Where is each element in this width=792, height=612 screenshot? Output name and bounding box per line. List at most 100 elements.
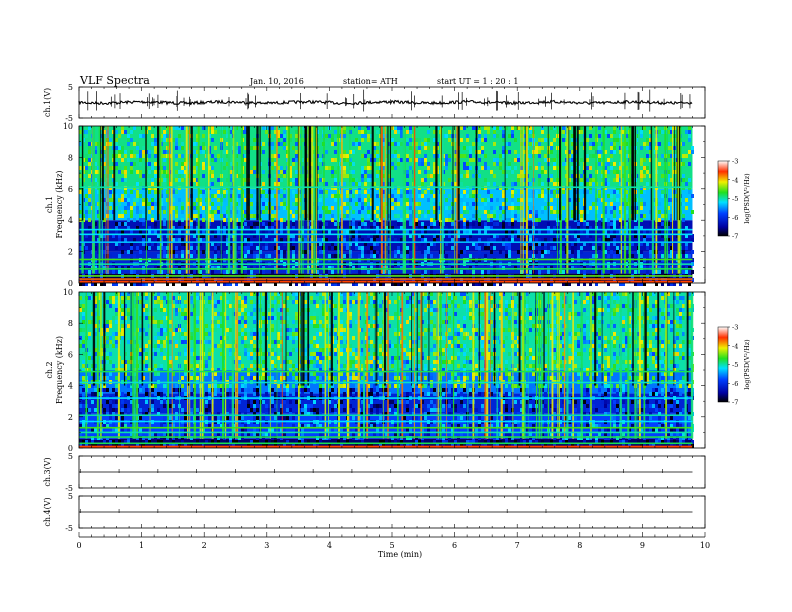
spectrogram-cell	[88, 270, 91, 274]
spectrogram-cell	[421, 320, 424, 324]
spectrogram-cell	[376, 218, 379, 222]
spectrogram-cell	[127, 296, 130, 300]
spectrogram-cell	[364, 198, 367, 202]
spectrogram-cell	[550, 266, 553, 270]
spectrogram-cell	[157, 296, 160, 300]
sferic-streak	[185, 126, 188, 274]
spectrogram-cell	[280, 292, 283, 296]
spectrogram-cell	[460, 174, 463, 178]
spectrogram-cell	[349, 150, 352, 154]
spectrogram-cell	[415, 278, 418, 282]
spectrogram-cell	[319, 296, 322, 300]
spectrogram-cell	[394, 150, 397, 154]
spectrogram-cell	[226, 126, 229, 130]
spectrogram-cell	[271, 206, 274, 210]
spectrogram-cell	[94, 328, 97, 332]
spectrogram-cell	[226, 206, 229, 210]
spectrogram-cell	[358, 126, 361, 130]
sferic-streak	[101, 126, 104, 221]
spectrogram-cell	[448, 296, 451, 300]
spectrogram-cell	[244, 170, 247, 174]
spectrogram-cell	[604, 130, 607, 134]
spectrogram-cell	[604, 296, 607, 300]
spectrogram-cell	[196, 158, 199, 162]
spectrogram-cell	[229, 328, 232, 332]
spectrogram-cell	[583, 308, 586, 312]
spectrogram-cell	[151, 178, 154, 182]
spectrogram-cell	[217, 320, 220, 324]
spectrogram-cell	[454, 162, 457, 166]
spectrogram-cell	[460, 126, 463, 130]
spectrogram-cell	[424, 292, 427, 296]
spectrogram-cell	[619, 222, 622, 226]
spectrogram-cell	[520, 296, 523, 300]
spectrogram-cell	[463, 304, 466, 308]
spectrogram-cell	[124, 282, 127, 286]
spectrogram-cell	[280, 324, 283, 328]
spectrogram-cell	[100, 234, 103, 238]
spectrogram-cell	[274, 292, 277, 296]
spectrogram-cell	[487, 324, 490, 328]
spectrogram-cell	[253, 170, 256, 174]
spectrogram-cell	[361, 138, 364, 142]
spectrogram-cell	[514, 206, 517, 210]
spectrogram-cell	[592, 312, 595, 316]
spectrogram-cell	[334, 178, 337, 182]
spectrogram-cell	[592, 142, 595, 146]
spectrogram-cell	[406, 278, 409, 282]
spectrogram-cell	[109, 170, 112, 174]
spectrogram-cell	[364, 226, 367, 230]
spectrogram-cell	[259, 282, 262, 286]
spectrogram-cell	[394, 154, 397, 158]
spectrogram-cell	[667, 292, 670, 296]
spectrogram-cell	[310, 296, 313, 300]
spectrogram-cell	[316, 238, 319, 242]
spectrogram-cell	[385, 242, 388, 246]
spectrogram-cell	[454, 150, 457, 154]
spectrogram-cell	[121, 146, 124, 150]
spectrogram-cell	[508, 316, 511, 320]
spectrogram-cell	[454, 210, 457, 214]
spectrogram-cell	[610, 126, 613, 130]
spectrogram-cell	[292, 266, 295, 270]
spectrogram-cell	[454, 230, 457, 234]
spectrogram-cell	[202, 190, 205, 194]
spectrogram-cell	[334, 246, 337, 250]
spectrogram-cell	[121, 222, 124, 226]
spectrogram-cell	[394, 166, 397, 170]
spectrogram-cell	[361, 214, 364, 218]
spectrogram-cell	[253, 254, 256, 258]
spectrogram-cell	[325, 320, 328, 324]
spectrogram-cell	[142, 292, 145, 296]
spectrogram-cell	[451, 142, 454, 146]
spectrogram-cell	[181, 278, 184, 282]
spectrogram-cell	[367, 162, 370, 166]
spectrogram-cell	[685, 182, 688, 186]
spectrogram-cell	[517, 138, 520, 142]
spectrogram-cell	[388, 206, 391, 210]
spectrogram-cell	[421, 292, 424, 296]
spectrogram-cell	[508, 206, 511, 210]
spectrogram-cell	[472, 126, 475, 130]
spectrogram-cell	[631, 270, 634, 274]
spectrogram-cell	[406, 214, 409, 218]
spectrogram-cell	[151, 320, 154, 324]
spectrogram-cell	[211, 182, 214, 186]
spectrogram-cell	[541, 316, 544, 320]
spectrogram-cell	[586, 320, 589, 324]
spectrogram-cell	[283, 206, 286, 210]
spectrogram-cell	[688, 292, 691, 296]
spectrogram-cell	[199, 226, 202, 230]
spectrogram-cell	[112, 234, 115, 238]
spectrogram-cell	[457, 254, 460, 258]
spectrogram-cell	[655, 320, 658, 324]
spectrogram-cell	[160, 324, 163, 328]
spectrogram-cell	[433, 222, 436, 226]
spectrogram-cell	[241, 300, 244, 304]
spectrogram-cell	[670, 250, 673, 254]
spectrogram-cell	[361, 218, 364, 222]
spectrogram-cell	[406, 198, 409, 202]
spectrogram-cell	[166, 278, 169, 282]
spectrogram-cell	[376, 300, 379, 304]
spectrogram-cell	[181, 254, 184, 258]
